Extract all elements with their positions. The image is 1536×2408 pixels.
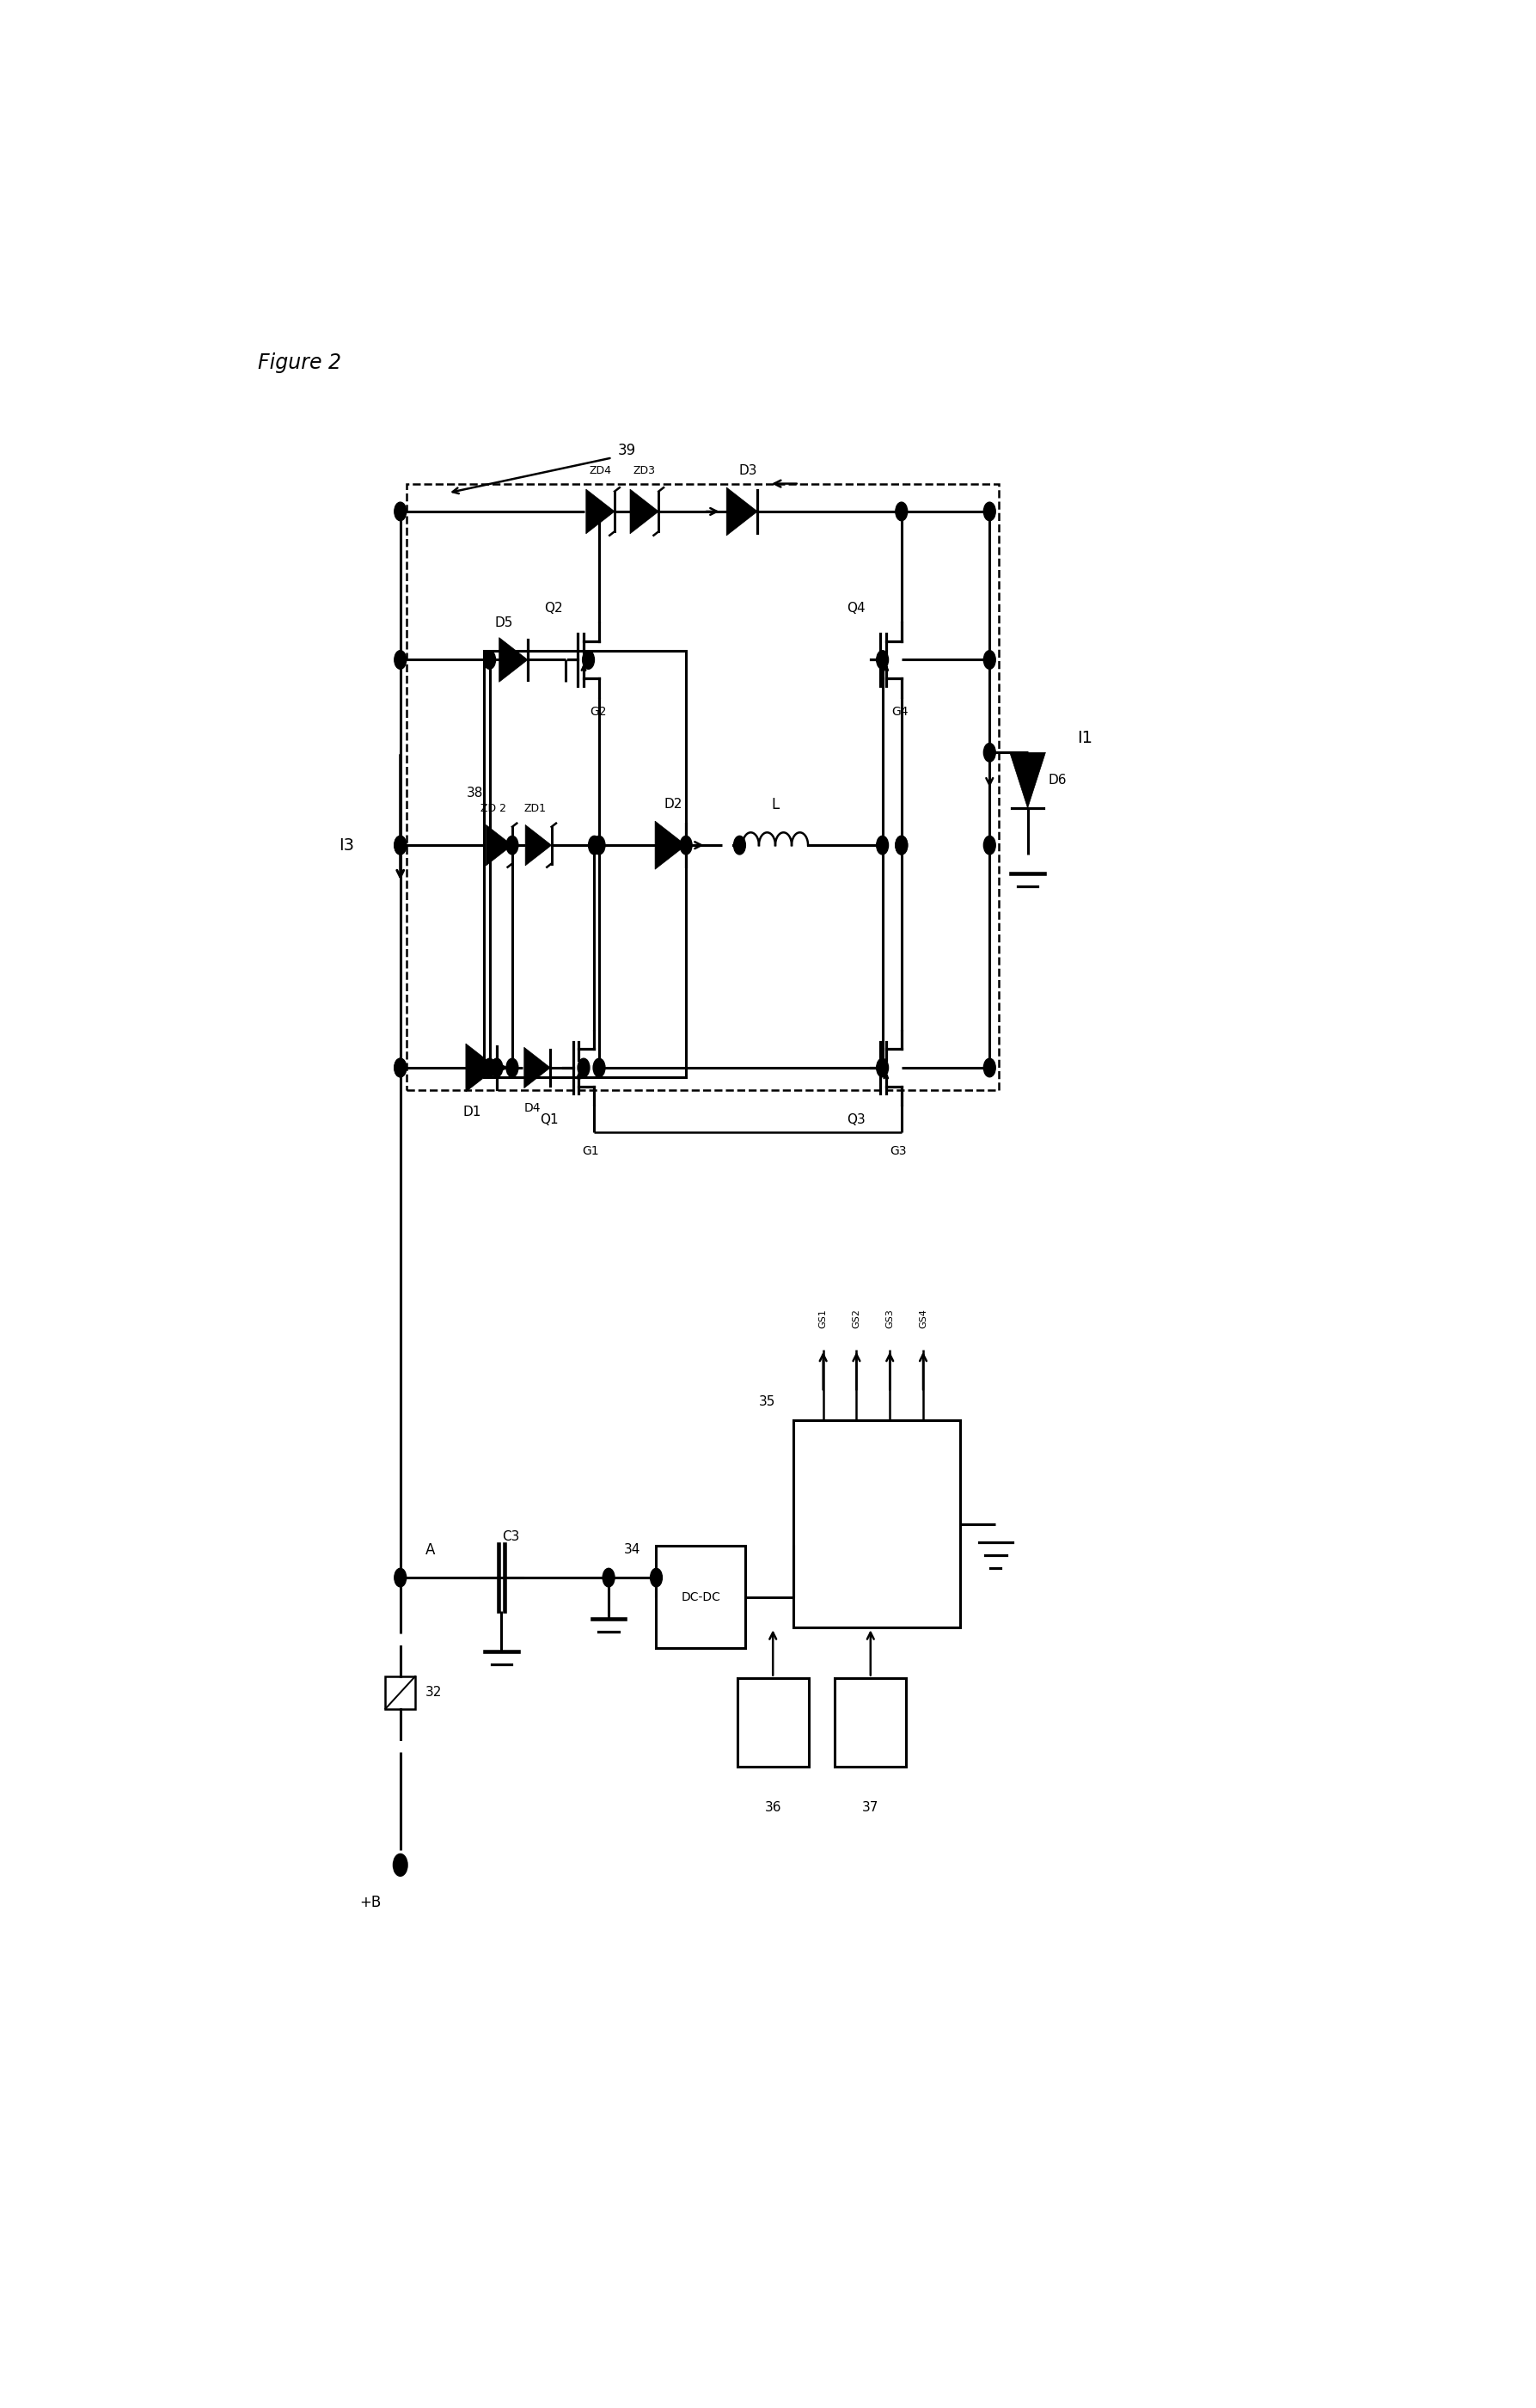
Polygon shape: [654, 821, 687, 869]
Circle shape: [895, 836, 908, 855]
Text: GS2: GS2: [852, 1308, 860, 1327]
Text: C3: C3: [502, 1531, 519, 1544]
Text: GS4: GS4: [919, 1308, 928, 1327]
Polygon shape: [587, 489, 614, 535]
Text: Q3: Q3: [846, 1112, 866, 1127]
Bar: [656, 1546, 745, 1647]
Bar: [737, 1678, 808, 1767]
Bar: [836, 1678, 906, 1767]
Polygon shape: [485, 826, 511, 864]
Circle shape: [395, 1060, 406, 1076]
Circle shape: [582, 650, 594, 669]
Text: D5: D5: [495, 616, 513, 628]
Circle shape: [877, 650, 888, 669]
Circle shape: [877, 836, 888, 855]
Text: GS3: GS3: [886, 1308, 894, 1327]
Circle shape: [395, 1568, 406, 1587]
Polygon shape: [1009, 751, 1046, 809]
Text: 35: 35: [759, 1394, 776, 1409]
Circle shape: [593, 836, 605, 855]
Text: Figure 2: Figure 2: [258, 354, 341, 373]
Circle shape: [395, 503, 406, 520]
Bar: [793, 1421, 960, 1628]
Circle shape: [983, 650, 995, 669]
Bar: [406, 484, 998, 1091]
Circle shape: [983, 1060, 995, 1076]
Polygon shape: [727, 486, 757, 535]
Circle shape: [578, 1060, 590, 1076]
Circle shape: [484, 1060, 496, 1076]
Text: 34: 34: [624, 1544, 641, 1556]
Text: 32: 32: [425, 1686, 442, 1700]
Text: I1: I1: [1077, 730, 1092, 746]
Circle shape: [395, 1060, 406, 1076]
Circle shape: [593, 503, 605, 520]
Circle shape: [983, 503, 995, 520]
Circle shape: [895, 836, 908, 855]
Text: D4: D4: [524, 1103, 541, 1115]
Circle shape: [507, 836, 518, 855]
Text: ZD3: ZD3: [633, 465, 656, 477]
Circle shape: [602, 1568, 614, 1587]
Circle shape: [877, 1060, 888, 1076]
Text: 36: 36: [765, 1801, 782, 1813]
Circle shape: [393, 1854, 407, 1876]
Bar: [386, 1676, 415, 1710]
Text: GS1: GS1: [819, 1308, 828, 1327]
Bar: [484, 650, 687, 1076]
Text: ZD1: ZD1: [524, 802, 545, 814]
Circle shape: [650, 1568, 662, 1587]
Polygon shape: [465, 1043, 496, 1091]
Text: ZD 2: ZD 2: [481, 802, 505, 814]
Text: A: A: [425, 1541, 435, 1558]
Circle shape: [395, 836, 406, 855]
Text: Q1: Q1: [539, 1112, 559, 1127]
Circle shape: [734, 836, 745, 855]
Text: Q4: Q4: [846, 602, 866, 614]
Text: G4: G4: [892, 706, 909, 718]
Text: DC-DC: DC-DC: [680, 1592, 720, 1604]
Circle shape: [895, 503, 908, 520]
Text: G1: G1: [582, 1146, 599, 1158]
Circle shape: [395, 650, 406, 669]
Text: L: L: [771, 797, 779, 811]
Text: 38: 38: [467, 787, 484, 799]
Circle shape: [588, 836, 601, 855]
Text: ZD4: ZD4: [590, 465, 611, 477]
Circle shape: [507, 1060, 518, 1076]
Circle shape: [492, 1060, 502, 1076]
Text: D1: D1: [462, 1105, 481, 1120]
Circle shape: [983, 836, 995, 855]
Polygon shape: [525, 826, 551, 864]
Polygon shape: [524, 1047, 550, 1088]
Polygon shape: [630, 489, 659, 535]
Text: G2: G2: [590, 706, 607, 718]
Text: 39: 39: [617, 443, 636, 458]
Text: G3: G3: [889, 1146, 906, 1158]
Circle shape: [680, 836, 691, 855]
Text: D3: D3: [739, 465, 757, 477]
Text: D6: D6: [1048, 773, 1066, 787]
Circle shape: [593, 1060, 605, 1076]
Text: Q2: Q2: [545, 602, 564, 614]
Text: 37: 37: [862, 1801, 879, 1813]
Circle shape: [484, 650, 496, 669]
Circle shape: [983, 744, 995, 761]
Polygon shape: [499, 638, 528, 681]
Text: +B: +B: [359, 1895, 381, 1910]
Text: D2: D2: [664, 797, 682, 811]
Text: I3: I3: [339, 838, 355, 852]
Circle shape: [395, 836, 406, 855]
